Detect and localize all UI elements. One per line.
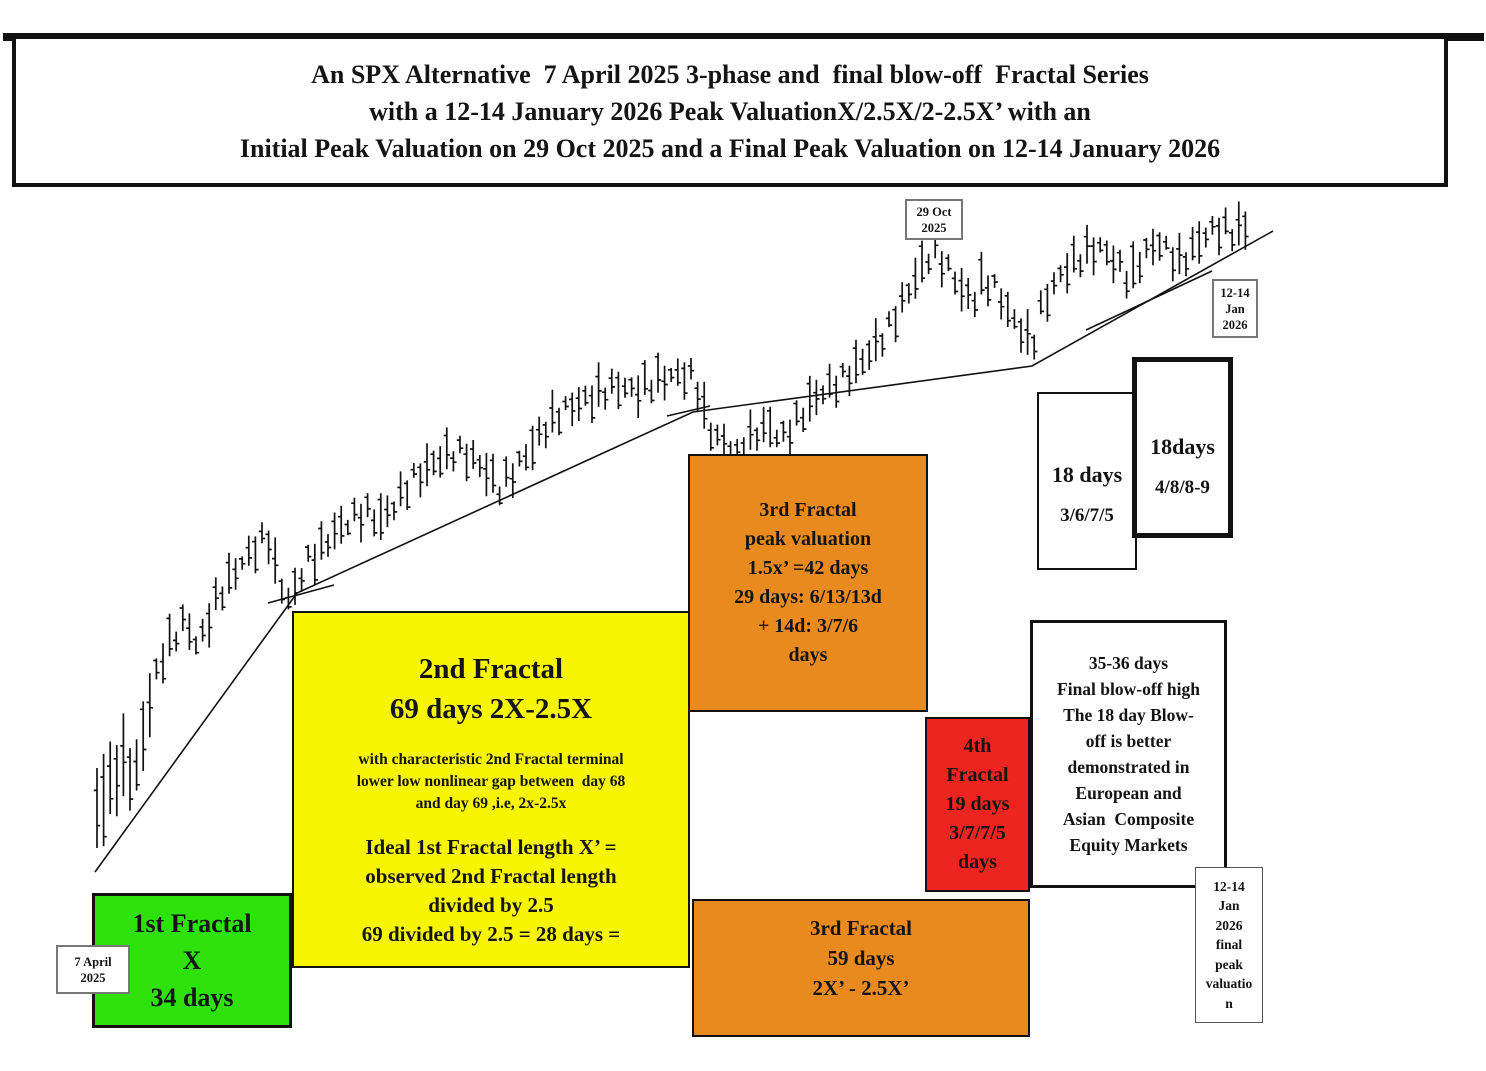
label-12-14-jan-2026-text: 12-14 Jan 2026 <box>1220 285 1250 332</box>
box-2nd-fractal: 2nd Fractal 69 days 2X-2.5X with charact… <box>292 611 690 968</box>
label-29-oct-2025: 29 Oct 2025 <box>905 199 963 240</box>
box-3rd-fractal-peak-valuation: 3rd Fractal peak valuation 1.5x’ =42 day… <box>688 454 928 712</box>
ohlc-price-bars <box>93 201 1249 848</box>
trendline-segment <box>94 230 1274 873</box>
box-18-days-b-heading: 18days <box>1150 434 1215 459</box>
label-12-14-jan-2026: 12-14 Jan 2026 <box>1212 279 1258 338</box>
label-29-oct-2025-text: 29 Oct 2025 <box>916 204 952 235</box>
trendline-segment <box>1085 270 1213 331</box>
trendline-segment <box>666 405 711 417</box>
box-1st-fractal-text: 1st Fractal X 34 days <box>132 909 252 1012</box>
box-3rd-fractal-59-days: 3rd Fractal 59 days 2X’ - 2.5X’ <box>692 899 1030 1037</box>
label-final-peak-valuation-text: 12-14 Jan 2026 final peak valuatio n <box>1205 878 1253 1011</box>
box-18-days-a-sequence: 3/6/7/5 <box>1060 505 1114 526</box>
title-text: An SPX Alternative 7 April 2025 3-phase … <box>239 59 1221 163</box>
box-2nd-fractal-heading: 2nd Fractal 69 days 2X-2.5X <box>389 653 593 725</box>
box-4th-fractal: 4th Fractal 19 days 3/7/7/5 days <box>925 717 1030 892</box>
box-3rd-fractal-peak-text: 3rd Fractal peak valuation 1.5x’ =42 day… <box>734 499 882 666</box>
page-title: An SPX Alternative 7 April 2025 3-phase … <box>12 35 1448 187</box>
box-18-days-a: 18 days 3/6/7/5 <box>1037 392 1137 570</box>
label-7-april-2025-text: 7 April 2025 <box>74 954 112 985</box>
box-final-blowoff-text: 35-36 days Final blow-off high The 18 da… <box>1057 653 1200 855</box>
box-18-days-b-sequence: 4/8/8-9 <box>1155 477 1210 498</box>
box-18-days-a-heading: 18 days <box>1051 462 1123 487</box>
box-2nd-fractal-subnote: with characteristic 2nd Fractal terminal… <box>356 751 626 812</box>
box-2nd-fractal-calculation: Ideal 1st Fractal length X’ = observed 2… <box>361 835 621 946</box>
trendlines <box>94 230 1274 873</box>
label-7-april-2025: 7 April 2025 <box>56 945 130 994</box>
label-final-peak-valuation: 12-14 Jan 2026 final peak valuatio n <box>1195 867 1263 1023</box>
box-4th-fractal-text: 4th Fractal 19 days 3/7/7/5 days <box>945 735 1010 873</box>
box-final-blowoff-note: 35-36 days Final blow-off high The 18 da… <box>1030 620 1227 888</box>
box-18-days-b: 18days 4/8/8-9 <box>1132 357 1233 538</box>
trendline-segment <box>267 584 335 604</box>
box-3rd-fractal-59-text: 3rd Fractal 59 days 2X’ - 2.5X’ <box>809 916 913 1000</box>
